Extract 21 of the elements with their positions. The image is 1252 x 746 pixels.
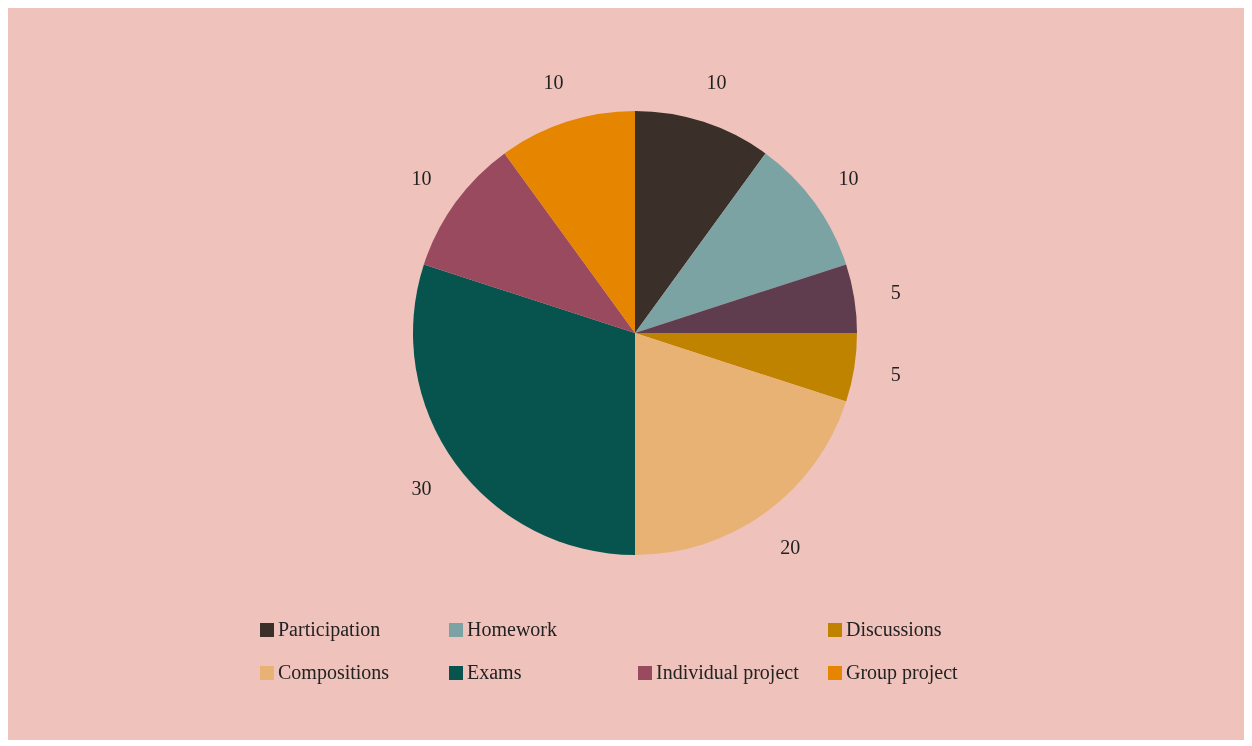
pie-slice [635, 333, 857, 402]
legend-label: Homework [467, 618, 557, 641]
pie-slice [413, 264, 635, 555]
data-label: 10 [838, 166, 859, 189]
data-label: 10 [411, 166, 432, 189]
data-label: 10 [543, 70, 564, 93]
data-label: 5 [890, 280, 901, 303]
legend-label: Individual project [656, 661, 799, 684]
legend-label: Participation [278, 618, 381, 641]
legend-label: Compositions [278, 661, 390, 684]
legend-label: Group project [846, 661, 958, 684]
data-label: 20 [780, 535, 801, 558]
pie-slice [504, 111, 635, 333]
data-label: 5 [890, 363, 901, 386]
legend-label: Exams [467, 661, 522, 684]
pie-slice [635, 264, 857, 333]
legend-label: Discussions [846, 618, 942, 641]
data-label: 30 [411, 477, 432, 500]
pie-slice [635, 111, 766, 333]
data-label: 10 [706, 70, 727, 93]
pie-slice [635, 333, 847, 555]
